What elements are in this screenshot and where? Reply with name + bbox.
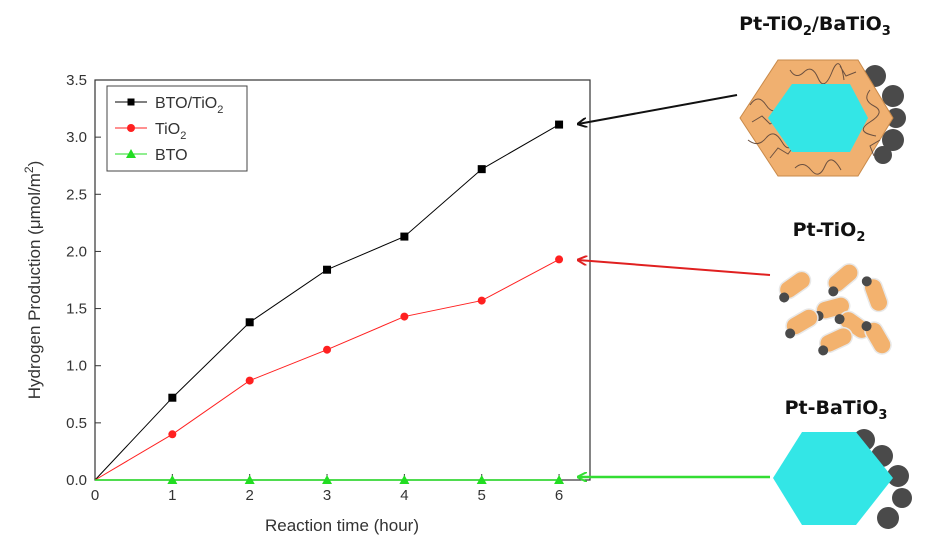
legend-marker-square: [127, 98, 135, 106]
x-tick-label: 6: [555, 487, 563, 504]
legend-label-sub: 2: [217, 104, 223, 116]
data-point-triangle: [244, 475, 255, 484]
x-axis-title: Reaction time (hour): [265, 516, 419, 535]
series-line-0: [94, 124, 560, 481]
pt-particle: [882, 129, 904, 151]
data-point-circle: [400, 312, 409, 321]
batio3-crystal: [773, 432, 893, 525]
x-tick-label: 4: [400, 487, 408, 504]
pt-particle: [882, 85, 904, 107]
axis-ticks: 0 1 2 3 4 5 6 0.0 0.5 1.0 1.5 2.0 2.5 3.0 3.5: [66, 72, 563, 504]
y-tick-label: 0.0: [66, 472, 87, 489]
pt-particle: [887, 465, 909, 487]
pt-particle: [886, 108, 906, 128]
legend-label: BTO: [155, 147, 188, 164]
y-tick-label: 1.0: [66, 358, 87, 375]
x-tick-label: 1: [168, 487, 176, 504]
data-point-square: [323, 265, 332, 274]
schematic-tio2-particles: [778, 263, 892, 356]
arrow-red: [578, 260, 771, 276]
data-point-square: [477, 165, 486, 174]
legend-item-bto-tio2: BTO/TiO2: [115, 95, 223, 116]
data-point-circle: [477, 296, 486, 305]
schematic-batio3: [773, 429, 912, 529]
tio2-particle: [827, 263, 859, 297]
pt-particle: [874, 146, 892, 164]
y-tick-label: 2.5: [66, 186, 87, 203]
data-point-triangle: [167, 475, 178, 484]
tio2-particle: [778, 270, 812, 303]
legend-label-sub: 2: [180, 130, 186, 142]
data-point-triangle: [322, 475, 333, 484]
legend-item-bto: BTO: [115, 147, 188, 164]
y-tick-label: 3.0: [66, 129, 87, 146]
y-axis-title: Hydrogen Production (μmol/m2): [22, 161, 44, 400]
x-tick-label: 3: [323, 487, 331, 504]
data-point-circle: [168, 430, 177, 439]
data-point-circle: [323, 345, 332, 354]
tio2-particle: [861, 276, 889, 313]
series-markers: [167, 120, 565, 484]
legend-marker-circle: [127, 124, 135, 132]
y-tick-label: 1.5: [66, 301, 87, 318]
arrow-black: [578, 94, 738, 124]
x-tick-label: 2: [246, 487, 254, 504]
x-tick-label: 5: [478, 487, 486, 504]
data-point-triangle: [399, 475, 410, 484]
legend-label: TiO2: [155, 121, 186, 142]
batio3-core: [768, 84, 868, 152]
series-lines: [94, 124, 560, 481]
data-point-square: [555, 120, 564, 129]
tio2-particle: [785, 308, 819, 339]
tio2-particle: [861, 321, 892, 355]
data-point-triangle: [476, 475, 487, 484]
y-axis-title-sup: 2: [22, 166, 36, 173]
diagram-title-pt-tio2: Pt-TiO2: [793, 219, 866, 245]
data-point-triangle: [554, 475, 565, 484]
pt-particle: [892, 488, 912, 508]
series-line-1: [94, 258, 560, 481]
tio2-particle: [818, 326, 854, 356]
data-point-square: [245, 318, 254, 327]
x-tick-label: 0: [91, 487, 99, 504]
legend-item-tio2: TiO2: [115, 121, 186, 142]
data-point-square: [168, 393, 177, 402]
y-tick-label: 0.5: [66, 415, 87, 432]
y-tick-label: 2.0: [66, 243, 87, 260]
schematic-core-shell: [739, 59, 906, 177]
diagram-title-pt-tio2-batio3: Pt-TiO2/BaTiO3: [739, 13, 891, 39]
pt-particle: [877, 507, 899, 529]
legend: BTO/TiO2 TiO2 BTO: [106, 85, 248, 172]
legend-label: BTO/TiO2: [155, 95, 223, 116]
data-point-circle: [245, 376, 254, 385]
data-point-circle: [555, 255, 564, 264]
legend-marker-triangle: [126, 149, 136, 158]
y-tick-label: 3.5: [66, 72, 87, 89]
diagram-title-pt-batio3: Pt-BaTiO3: [785, 397, 888, 423]
data-point-square: [400, 232, 409, 241]
